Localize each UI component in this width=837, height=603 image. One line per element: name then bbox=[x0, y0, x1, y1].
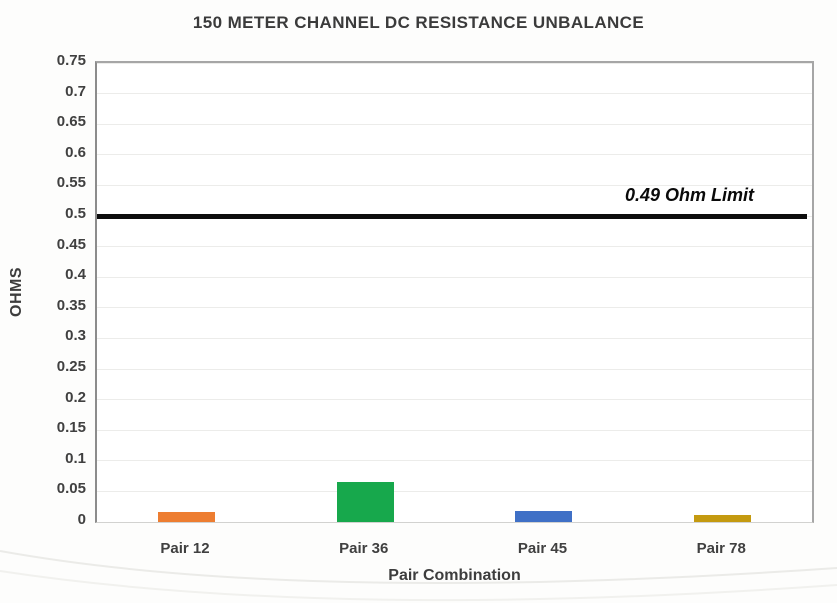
gridline bbox=[97, 93, 812, 95]
y-tick-label: 0.6 bbox=[65, 143, 86, 161]
bar-pair-12 bbox=[157, 512, 215, 522]
reference-line bbox=[97, 213, 807, 219]
gridline bbox=[97, 276, 812, 278]
bar-pair-45 bbox=[515, 510, 573, 522]
y-tick-label: 0.25 bbox=[56, 358, 86, 375]
y-tick-label: 0 bbox=[77, 511, 86, 528]
x-tick-label: Pair 45 bbox=[517, 540, 568, 557]
gridline bbox=[97, 62, 812, 64]
gridline bbox=[97, 337, 812, 339]
x-tick-label: Pair 36 bbox=[339, 540, 389, 557]
gridline bbox=[97, 429, 812, 431]
y-tick-label: 0.15 bbox=[56, 419, 86, 437]
reference-line-label: 0.49 Ohm Limit bbox=[624, 185, 754, 205]
gridline bbox=[97, 368, 812, 370]
bar-pair-78 bbox=[694, 514, 752, 522]
background-swoosh-decoration bbox=[0, 550, 837, 602]
y-tick-label: 0.65 bbox=[56, 113, 86, 131]
y-tick-label: 0.55 bbox=[56, 174, 86, 192]
chart-title: 150 METER CHANNEL DC RESISTANCE UNBALANC… bbox=[192, 13, 645, 32]
gridline bbox=[97, 246, 812, 248]
y-tick-label: 0.5 bbox=[65, 205, 86, 222]
bar-pair-36 bbox=[336, 482, 394, 522]
x-tick-label: Pair 12 bbox=[160, 540, 210, 557]
x-tick-label: Pair 78 bbox=[696, 540, 746, 557]
gridline bbox=[97, 307, 812, 309]
gridline bbox=[97, 460, 812, 462]
y-tick-label: 0.35 bbox=[56, 296, 86, 314]
gridline bbox=[97, 399, 812, 401]
gridline bbox=[97, 123, 812, 125]
y-tick-label: 0.75 bbox=[56, 52, 86, 69]
y-tick-label: 0.3 bbox=[65, 327, 86, 345]
gridline bbox=[97, 184, 812, 186]
x-axis-title: Pair Combination bbox=[388, 567, 521, 584]
y-tick-label: 0.7 bbox=[65, 82, 86, 100]
y-tick-label: 0.1 bbox=[65, 449, 86, 467]
y-tick-label: 0.4 bbox=[65, 266, 86, 284]
y-tick-label: 0.05 bbox=[56, 480, 86, 498]
gridline bbox=[97, 154, 812, 156]
y-tick-label: 0.2 bbox=[65, 388, 86, 406]
y-tick-label: 0.45 bbox=[56, 235, 86, 253]
plot-area: 0.49 Ohm Limit bbox=[95, 61, 814, 523]
gridline bbox=[97, 490, 812, 492]
